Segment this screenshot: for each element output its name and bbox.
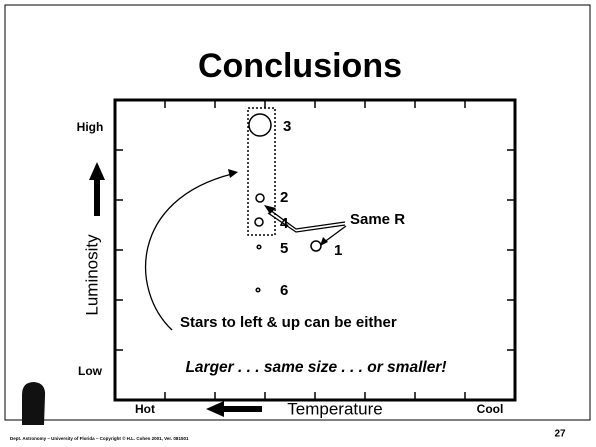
up-arrow [89, 162, 105, 216]
y-low: Low [78, 364, 103, 378]
x-axis-label: Temperature [287, 399, 382, 418]
same-r-arrows [267, 209, 347, 244]
star-label: 3 [283, 118, 291, 135]
star-label: 2 [280, 189, 288, 206]
arrowhead [264, 205, 276, 214]
y-high: High [77, 120, 104, 134]
left-arrow [206, 401, 262, 417]
stars [248, 113, 322, 293]
y-axis-label: Luminosity [82, 234, 101, 316]
slide-border [4, 4, 591, 421]
x-hot: Hot [135, 402, 155, 416]
same-r-label: Same R [350, 211, 405, 228]
star-label: 1 [334, 242, 342, 259]
star-label: 5 [280, 240, 288, 257]
page-number: 27 [554, 429, 566, 440]
plot-frame [113, 98, 517, 402]
curved-arrow [144, 173, 233, 331]
arrowhead [320, 237, 328, 246]
footer-credit: Dept. Astronomy – University of Florida … [10, 435, 189, 441]
sizes-note: Larger . . . same size . . . or smaller! [185, 359, 446, 376]
slide-title: Conclusions [198, 47, 402, 85]
star-label: 6 [280, 282, 288, 299]
arrowhead [228, 169, 238, 178]
x-cool: Cool [477, 402, 504, 416]
logo [22, 382, 46, 425]
either-note: Stars to left & up can be either [180, 314, 397, 331]
dotted-box [247, 107, 276, 236]
ticks [115, 100, 515, 400]
